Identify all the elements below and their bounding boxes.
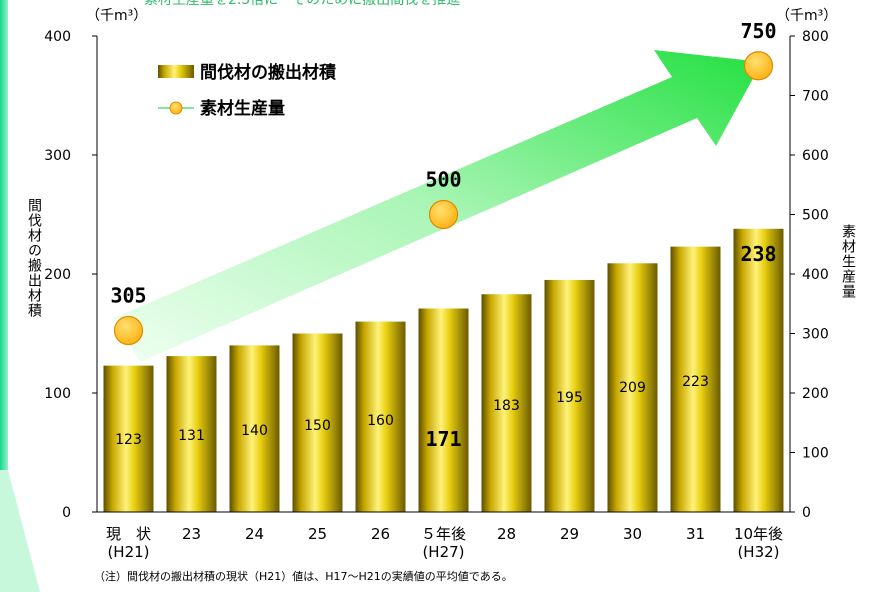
bar-value-label: 238 xyxy=(740,242,776,266)
bar xyxy=(229,345,280,512)
bar xyxy=(607,263,658,512)
legend-point-marker xyxy=(169,101,183,115)
x-tick-label: 10年後 xyxy=(734,525,783,543)
y-left-tick-label: 400 xyxy=(44,29,71,45)
bar-value-label: 209 xyxy=(619,380,646,396)
y-left-tick-label: 0 xyxy=(62,505,71,521)
y-left-tick-label: 100 xyxy=(44,386,71,402)
y-right-tick-label: 0 xyxy=(802,505,811,521)
axes-layer: 0 100 200 300 400 0 100 200 300 400 500 600 700 800 現 … xyxy=(44,29,828,561)
production-value-label: 750 xyxy=(740,19,776,43)
y-right-tick-label: 400 xyxy=(802,267,829,283)
x-tick-label: 31 xyxy=(686,525,705,543)
x-tick-label: 28 xyxy=(497,525,516,543)
y-left-axis-title: 間伐材の搬出材積 xyxy=(26,198,42,318)
y-right-tick-label: 800 xyxy=(802,29,829,45)
bar-value-label: 150 xyxy=(304,418,331,434)
x-tick-sublabel: (H27) xyxy=(422,543,464,561)
production-marker xyxy=(428,199,459,230)
x-tick-label: 24 xyxy=(245,525,264,543)
y-right-tick-label: 500 xyxy=(802,208,829,224)
bar xyxy=(418,308,469,512)
y-left-tick-label: 200 xyxy=(44,267,71,283)
y-right-tick-label: 100 xyxy=(802,446,829,462)
bar xyxy=(292,333,343,512)
bars-layer: 123 131 140 150 160 171 183 195 209 223 238 xyxy=(103,228,784,512)
x-tick-label: 23 xyxy=(182,525,201,543)
x-tick-label: 25 xyxy=(308,525,327,543)
left-frame-fade xyxy=(0,470,40,592)
production-marker xyxy=(113,315,144,346)
bar-value-label: 140 xyxy=(241,423,268,439)
bar xyxy=(733,228,784,512)
left-frame-strip xyxy=(0,0,8,480)
legend-bar-swatch xyxy=(158,65,194,78)
bar-value-label: 183 xyxy=(493,398,520,414)
bar xyxy=(544,279,595,512)
y-right-axis-title: 素材生産量 xyxy=(840,224,856,299)
legend-point-label: 素材生産量 xyxy=(200,98,285,119)
y-right-tick-label: 300 xyxy=(802,327,829,343)
x-tick-sublabel: (H21) xyxy=(107,543,149,561)
y-right-tick-label: 200 xyxy=(802,386,829,402)
y-left-tick-label: 300 xyxy=(44,148,71,164)
bar-value-label: 160 xyxy=(367,413,394,429)
bar xyxy=(103,365,154,512)
chart-title: ・素材生産量を2.5倍に そのために搬出間伐を推進・ xyxy=(130,0,474,8)
x-tick-label: 30 xyxy=(623,525,642,543)
bar-value-label: 195 xyxy=(556,390,583,406)
production-value-label: 500 xyxy=(425,168,461,192)
bar-value-label: 223 xyxy=(682,374,709,390)
x-tick-label: 29 xyxy=(560,525,579,543)
bar xyxy=(355,321,406,512)
y-right-unit: （千m³） xyxy=(776,8,837,24)
production-value-label: 305 xyxy=(110,284,146,308)
x-tick-label: 26 xyxy=(371,525,390,543)
bar-value-label: 171 xyxy=(425,427,461,451)
points-layer: 305 500 750 xyxy=(110,19,777,346)
production-marker xyxy=(743,51,774,81)
bar xyxy=(481,294,532,512)
footnote: （注）間伐材の搬出材積の現状（H21）値は、H17～H21の実績値の平均値である… xyxy=(94,569,513,583)
legend-bar-label: 間伐材の搬出材積 xyxy=(200,62,337,83)
y-left-unit: （千m³） xyxy=(86,8,147,24)
legend: 間伐材の搬出材積 素材生産量 xyxy=(158,62,337,119)
bar xyxy=(166,356,217,512)
bar-value-label: 131 xyxy=(178,428,205,444)
bar-value-label: 123 xyxy=(115,432,142,448)
x-tick-label: 現 状 xyxy=(106,525,151,543)
y-right-tick-label: 700 xyxy=(802,89,829,105)
y-right-tick-label: 600 xyxy=(802,148,829,164)
bar xyxy=(670,246,721,512)
x-tick-sublabel: (H32) xyxy=(737,543,779,561)
x-tick-label: ５年後 xyxy=(421,525,466,543)
